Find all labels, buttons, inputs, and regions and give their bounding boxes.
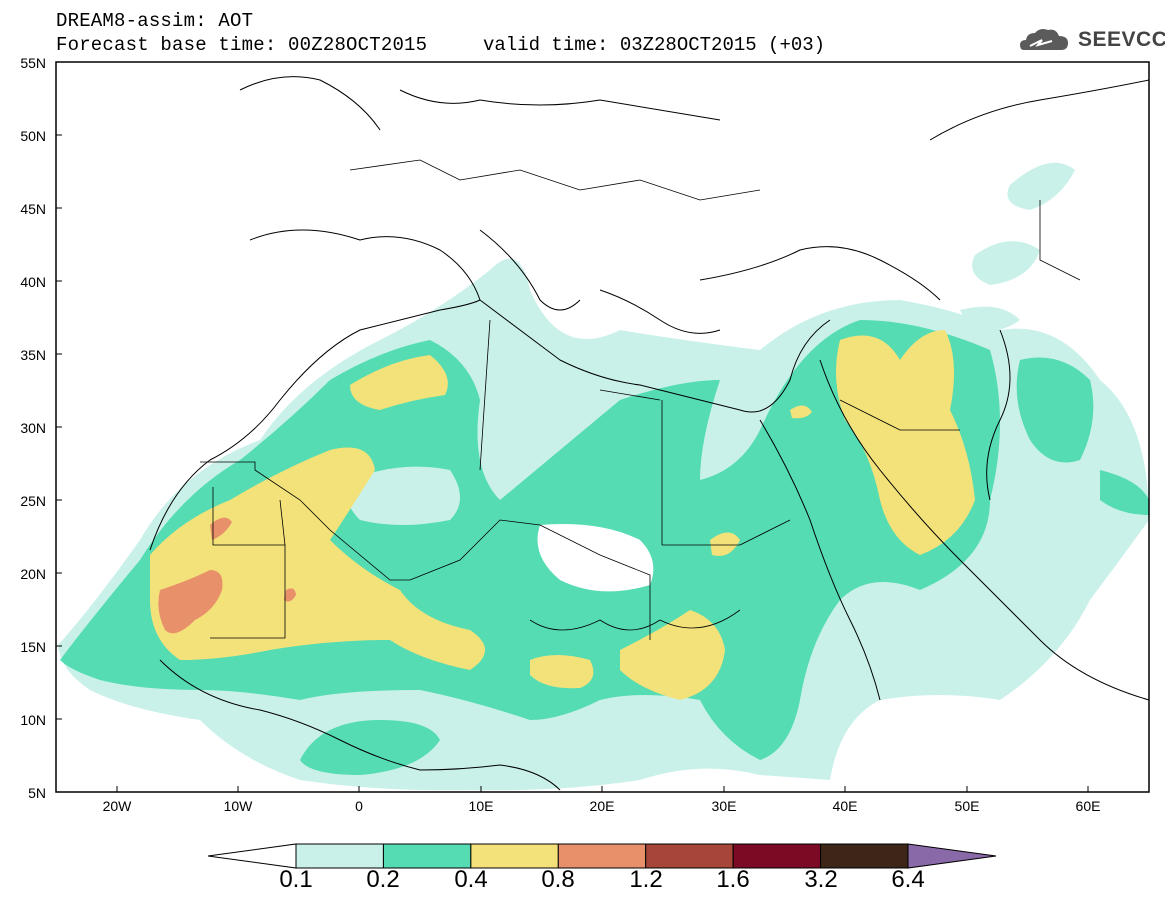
colorbar-label: 6.4 [891,866,925,893]
lon-label: 10W [223,798,253,814]
lat-label: 5N [28,785,46,801]
colorbar-segment [382,843,472,869]
lat-label: 40N [20,274,46,290]
colorbar-segment [645,843,734,869]
lat-label: 35N [20,347,46,363]
lon-label: 50E [954,798,980,814]
colorbar-label: 0.4 [454,866,488,893]
borders [200,159,1081,640]
aot-field [58,162,1149,791]
aot-band-0.4-0.8 [150,330,975,700]
colorbar-label: 3.2 [804,866,838,893]
lat-label: 30N [20,420,46,436]
map-title: DREAM8-assim: AOT [56,10,254,32]
lat-label: 45N [20,201,46,217]
colorbar-segment [732,843,822,869]
colorbar-label: 0.2 [366,866,400,893]
colorbar-segment [557,843,647,869]
colorbar-arrow-high [907,843,997,869]
coastlines [149,76,1149,791]
colorbar-segment [820,843,909,869]
forecast-base-time: Forecast base time: 00Z28OCT2015 [56,34,428,56]
lon-label: 20E [589,798,615,814]
lat-label: 25N [20,493,46,509]
colorbar-segment [470,843,559,869]
colorbar-label: 0.1 [279,866,313,893]
lat-label: 10N [20,712,46,728]
colorbar-label: 1.6 [716,866,750,893]
lon-label: 40E [832,798,858,814]
lat-label: 20N [20,566,46,582]
cloud-logo-icon [1020,29,1068,50]
lon-label: 10E [468,798,494,814]
lat-label: 55N [20,55,46,71]
lon-label: 60E [1075,798,1101,814]
lon-label: 20W [102,798,132,814]
lon-label: 30E [711,798,737,814]
colorbar-segment [295,843,384,869]
colorbar-arrow-low [207,843,297,869]
aot-band-0.2-0.4 [60,320,1149,775]
lat-label: 15N [20,639,46,655]
colorbar-label: 1.2 [629,866,663,893]
colorbar-label: 0.8 [541,866,575,893]
lon-label: 0 [355,798,363,814]
aot-band-0.8-1.2 [158,517,296,634]
lat-label: 50N [20,128,46,144]
valid-time: valid time: 03Z28OCT2015 (+03) [483,34,826,56]
logo-text: SEEVCCC [1078,28,1165,51]
axis-ticks [56,61,1089,792]
